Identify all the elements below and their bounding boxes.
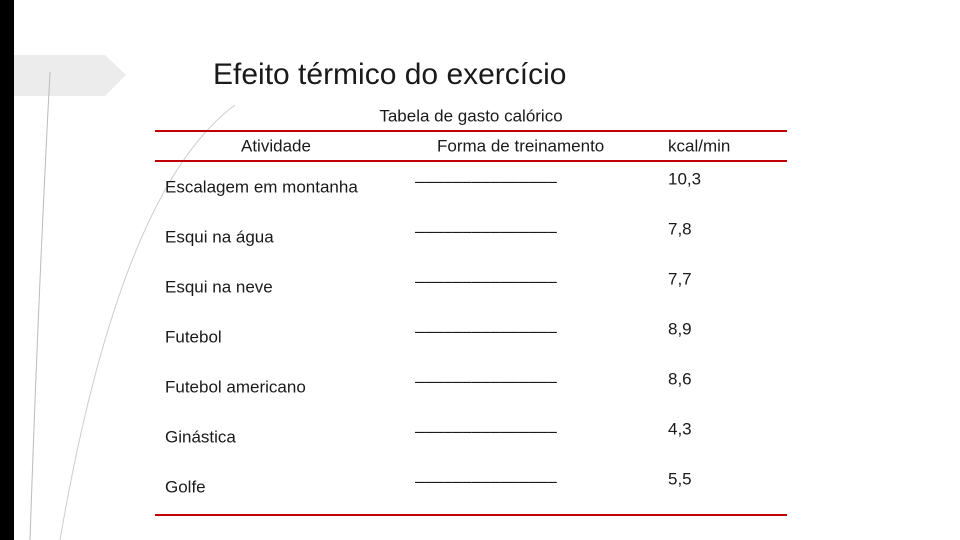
training-form: ––––––––––––––– — [415, 471, 557, 490]
kcal-value: 5,5 — [668, 469, 692, 488]
slide-title: Efeito térmico do exercício — [213, 58, 566, 91]
kcal-value: 8,6 — [668, 369, 692, 388]
training-form: ––––––––––––––– — [415, 171, 557, 190]
training-form: ––––––––––––––– — [415, 321, 557, 340]
activity: Ginástica — [165, 427, 236, 446]
kcal-value: 10,3 — [668, 169, 701, 188]
activity: Futebol — [165, 327, 222, 346]
header-cell: kcal/min — [668, 136, 730, 155]
activity: Futebol americano — [165, 377, 306, 396]
header-cell: Forma de treinamento — [437, 136, 604, 155]
activity: Golfe — [165, 477, 206, 496]
kcal-value: 7,8 — [668, 219, 692, 238]
kcal-value: 7,7 — [668, 269, 692, 288]
activity: Esqui na água — [165, 227, 274, 246]
training-form: ––––––––––––––– — [415, 371, 557, 390]
deco-line — [29, 71, 51, 540]
training-form: ––––––––––––––– — [415, 271, 557, 290]
chevron — [14, 55, 126, 96]
table-caption: Tabela de gasto calórico — [379, 106, 562, 125]
side-bar — [0, 0, 14, 540]
deco-line — [59, 104, 236, 540]
training-form: ––––––––––––––– — [415, 221, 557, 240]
header-cell: Atividade — [241, 136, 311, 155]
kcal-value: 8,9 — [668, 319, 692, 338]
activity: Escalagem em montanha — [165, 177, 358, 196]
kcal-value: 4,3 — [668, 419, 692, 438]
activity: Esqui na neve — [165, 277, 273, 296]
training-form: ––––––––––––––– — [415, 421, 557, 440]
